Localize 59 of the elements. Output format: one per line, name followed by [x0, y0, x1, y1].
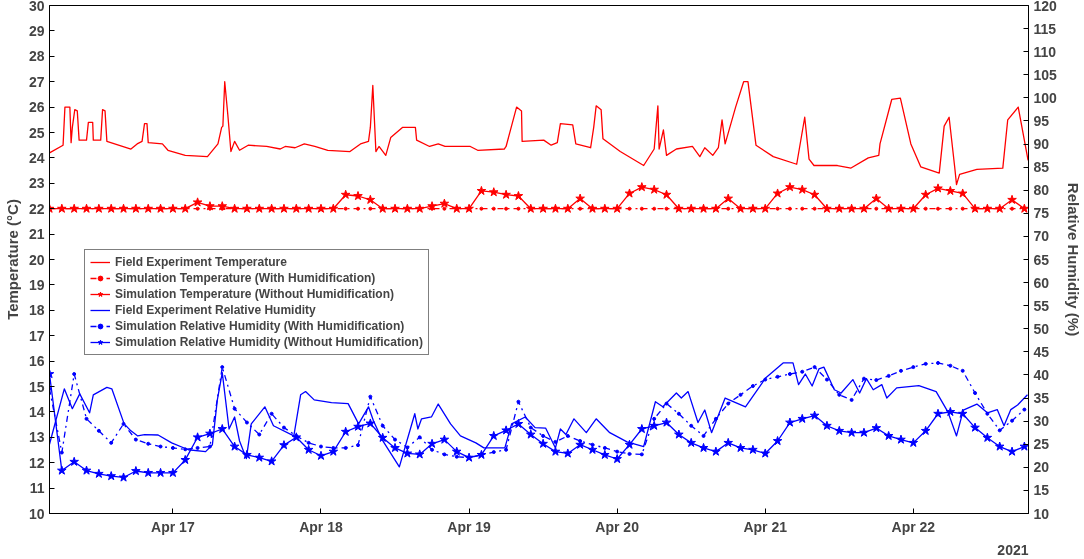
x-tick-label: Apr 21	[743, 518, 788, 535]
x-tick-label: Apr 19	[447, 518, 492, 535]
y-tick-label: 25	[28, 124, 45, 141]
y-tick-label: 30	[28, 0, 45, 14]
y-tick-label: 27	[28, 73, 45, 90]
y-tick-label: 15	[28, 378, 45, 395]
y-tick-label: 17	[28, 327, 45, 344]
y-tick-label: 19	[28, 276, 45, 293]
y2-tick-label: 35	[1033, 390, 1050, 407]
x-tick-label: Apr 22	[891, 518, 936, 535]
y-tick-label: 16	[28, 353, 45, 370]
y-tick-label: 22	[28, 200, 45, 217]
y2-tick-label: 100	[1033, 89, 1058, 106]
y2-tick-label: 65	[1033, 251, 1050, 268]
y2-tick-label: 30	[1033, 413, 1050, 430]
y2-tick-label: 110	[1033, 43, 1057, 60]
y-tick-label: 28	[28, 48, 45, 65]
y-tick-label: 23	[28, 175, 45, 192]
y2-tick-label: 85	[1033, 159, 1050, 176]
y-tick-label: 24	[28, 149, 45, 166]
legend-label: Simulation Temperature (Without Humidification)	[115, 287, 394, 301]
legend-label: Field Experiment Relative Humidity	[115, 303, 316, 317]
legend-label: Simulation Relative Humidity (Without Humidification)	[115, 335, 423, 349]
y2-tick-label: 90	[1033, 136, 1050, 153]
y-tick-label: 10	[28, 505, 45, 522]
y2-tick-label: 75	[1033, 205, 1050, 222]
y2-tick-label: 95	[1033, 112, 1050, 129]
y-axis-title: Temperature (°C)	[3, 199, 21, 320]
legend-label: Field Experiment Temperature	[115, 255, 287, 269]
y-tick-label: 18	[28, 302, 45, 319]
y-tick-label: 26	[28, 99, 45, 116]
x-tick-label: Apr 18	[299, 518, 343, 535]
y2-tick-label: 80	[1033, 182, 1050, 199]
y-tick-label: 11	[29, 480, 45, 497]
y2-tick-label: 10	[1033, 505, 1050, 522]
y-tick-label: 14	[28, 403, 45, 420]
y2-tick-label: 40	[1033, 366, 1050, 383]
y2-tick-label: 120	[1033, 0, 1058, 14]
y2-tick-label: 25	[1033, 436, 1050, 453]
y2-tick-label: 105	[1033, 66, 1058, 83]
y2-tick-label: 60	[1033, 274, 1050, 291]
y2-tick-label: 15	[1033, 482, 1050, 499]
y2-tick-label: 20	[1033, 459, 1050, 476]
text: 2021	[997, 541, 1029, 558]
legend-label: Simulation Temperature (With Humidification)	[115, 271, 376, 285]
y2-tick-label: 55	[1033, 297, 1050, 314]
legend-label: Simulation Relative Humidity (With Humidification)	[115, 319, 405, 333]
x-tick-label: Apr 17	[151, 518, 195, 535]
y2-tick-label: 45	[1033, 343, 1050, 360]
y2-tick-label: 115	[1033, 20, 1057, 37]
y-tick-label: 21	[28, 226, 45, 243]
y-tick-label: 13	[28, 429, 45, 446]
y-tick-label: 12	[28, 454, 45, 471]
y-tick-label: 20	[28, 251, 45, 268]
x-tick-label: Apr 20	[595, 518, 640, 535]
y2-tick-label: 50	[1033, 320, 1050, 337]
y2-axis-title: Relative Humidity (%)	[1064, 182, 1082, 337]
y-tick-label: 29	[28, 22, 45, 39]
y2-tick-label: 70	[1033, 228, 1050, 245]
